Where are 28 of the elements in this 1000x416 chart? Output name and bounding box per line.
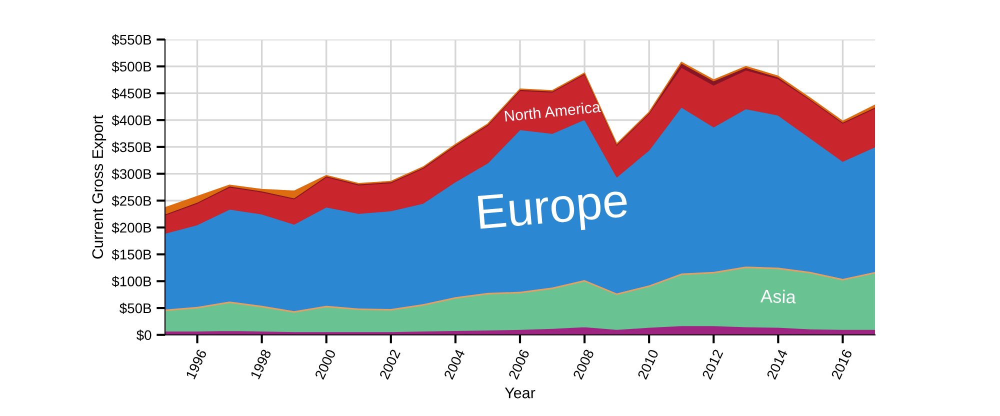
y-tick-label: $100B: [112, 276, 152, 288]
x-tick-label: 2010: [637, 348, 659, 380]
x-tick-label: 2012: [702, 348, 724, 380]
series-label: North America: [504, 100, 601, 122]
x-axis-title: Year: [504, 388, 536, 398]
y-tick-label: $500B: [112, 61, 152, 72]
x-tick-label: 1996: [186, 348, 207, 380]
y-tick-label: $550B: [112, 34, 152, 46]
y-tick-label: $0: [136, 330, 152, 341]
y-tick-label: $200B: [112, 222, 152, 234]
x-tick-label: 2002: [379, 348, 401, 380]
x-tick-label: 2006: [508, 348, 530, 380]
y-tick-label: $300B: [112, 168, 152, 180]
y-tick-label: $350B: [112, 142, 152, 153]
y-tick-label: $50B: [120, 302, 152, 314]
y-tick-label: $150B: [112, 249, 152, 260]
y-tick-label: $450B: [112, 88, 152, 100]
x-tick-label: 2004: [444, 348, 466, 380]
series-label: Europe: [478, 184, 629, 239]
x-tick-label: 2008: [572, 348, 594, 380]
y-axis-title: Current Gross Export: [92, 115, 106, 259]
y-tick-label: $250B: [112, 195, 152, 207]
x-tick-label: 1998: [250, 348, 272, 380]
x-tick-label: 2000: [314, 348, 336, 380]
series-label: Asia: [760, 289, 796, 304]
x-tick-label: 2016: [830, 348, 852, 380]
y-tick-label: $400B: [112, 114, 152, 126]
x-tick-label: 2014: [766, 348, 788, 380]
